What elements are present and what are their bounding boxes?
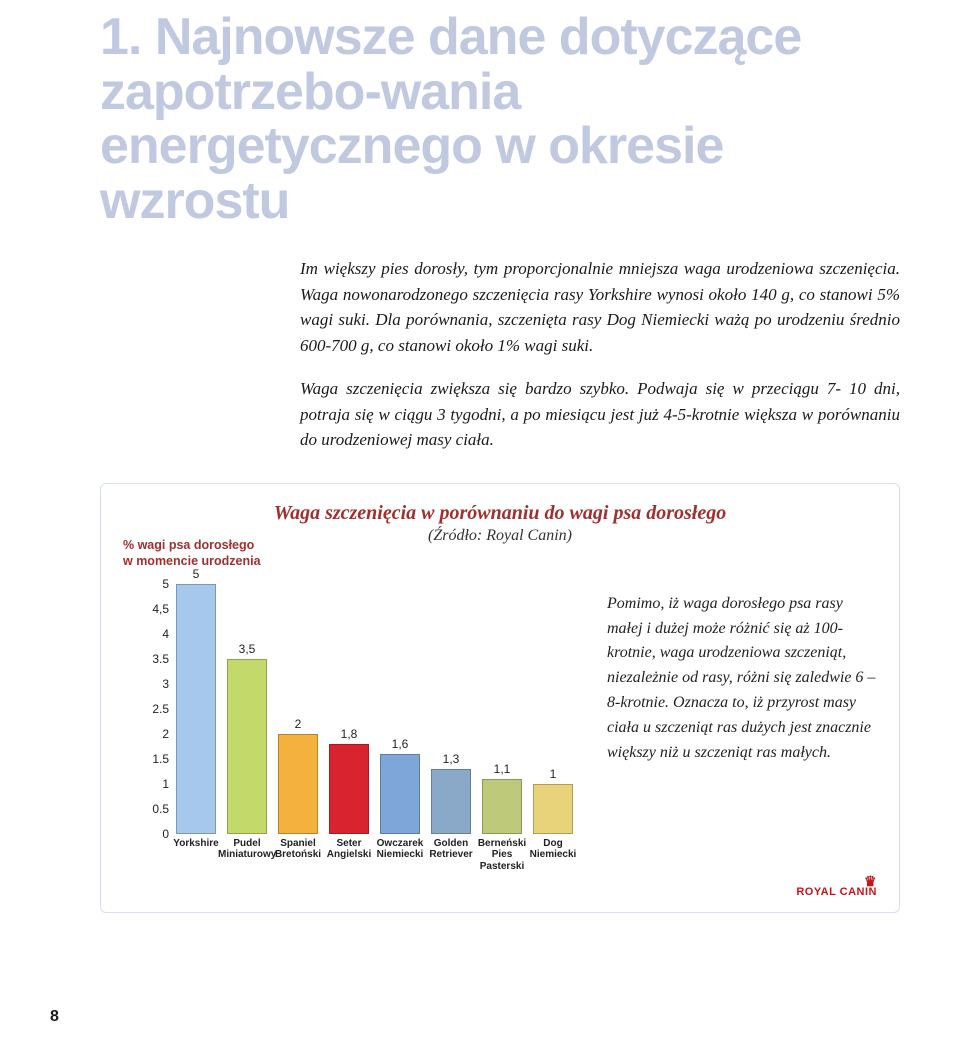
chart-ytick: 3 (145, 677, 169, 691)
chart-xlabel: OwczarekNiemiecki (371, 838, 429, 861)
intro-paragraph-1: Im większy pies dorosły, tym proporcjona… (300, 256, 900, 358)
chart-ytick: 2.5 (145, 702, 169, 716)
chart-body: 53,521,81,61,31,11 54,543.532.521.510.50… (123, 584, 593, 884)
chart-ytick: 0.5 (145, 802, 169, 816)
chart-xlabel: PudelMiniaturowy (218, 838, 276, 861)
chart-bar (176, 584, 216, 834)
chart-ytick: 1 (145, 777, 169, 791)
chart-ytick: 3.5 (145, 652, 169, 666)
crown-icon: ♛ (796, 877, 877, 885)
chart-panel: Waga szczenięcia w porównaniu do wagi ps… (100, 483, 900, 913)
chart-side-text: Pomimo, iż waga dorosłego psa rasy małej… (607, 592, 877, 766)
chart-bar (380, 754, 420, 834)
chart-xlabel: SeterAngielski (320, 838, 378, 861)
chart-ytick: 0 (145, 827, 169, 841)
royal-canin-logo: ♛ ROYAL CANIN (796, 877, 877, 897)
chart-xlabel: DogNiemiecki (524, 838, 582, 861)
chart-bar-value: 1,8 (329, 727, 369, 741)
chart-title: Waga szczenięcia w porównaniu do wagi ps… (123, 502, 877, 525)
chart-bar-value: 2 (278, 717, 318, 731)
chart-bar (227, 659, 267, 834)
chart-ytick: 2 (145, 727, 169, 741)
chart-bar-value: 1,1 (482, 762, 522, 776)
chart-bar (329, 744, 369, 834)
intro-text: Im większy pies dorosły, tym proporcjona… (300, 256, 900, 453)
chart-ytick: 4,5 (145, 602, 169, 616)
chart-bar-value: 1,3 (431, 752, 471, 766)
chart-bar (533, 784, 573, 834)
chart-bar (431, 769, 471, 834)
chart-xlabel: GoldenRetriever (422, 838, 480, 861)
chart-ytick: 1.5 (145, 752, 169, 766)
logo-text: ROYAL CANIN (796, 886, 877, 898)
intro-paragraph-2: Waga szczenięcia zwiększa się bardzo szy… (300, 376, 900, 453)
chart-bar-value: 5 (176, 567, 216, 581)
chart-bar (482, 779, 522, 834)
chart-ytick: 4 (145, 627, 169, 641)
chart-xlabel: BerneńskiPies Pasterski (473, 838, 531, 873)
chart-xlabel: Yorkshire (167, 838, 225, 850)
ylabel-line1: % wagi psa dorosłego (123, 538, 261, 554)
chart-bar (278, 734, 318, 834)
chart-ytick: 5 (145, 577, 169, 591)
chart-bar-value: 1,6 (380, 737, 420, 751)
chart-bar-value: 1 (533, 767, 573, 781)
chart-ylabel: % wagi psa dorosłego w momencie urodzeni… (123, 538, 261, 569)
chart-plot-area: 53,521,81,61,31,11 (171, 584, 581, 834)
chart-bar-value: 3,5 (227, 642, 267, 656)
page-heading: 1. Najnowsze dane dotyczące zapotrzebo-w… (100, 0, 900, 228)
chart-xlabel: SpanielBretoński (269, 838, 327, 861)
page-number: 8 (50, 1008, 59, 1026)
